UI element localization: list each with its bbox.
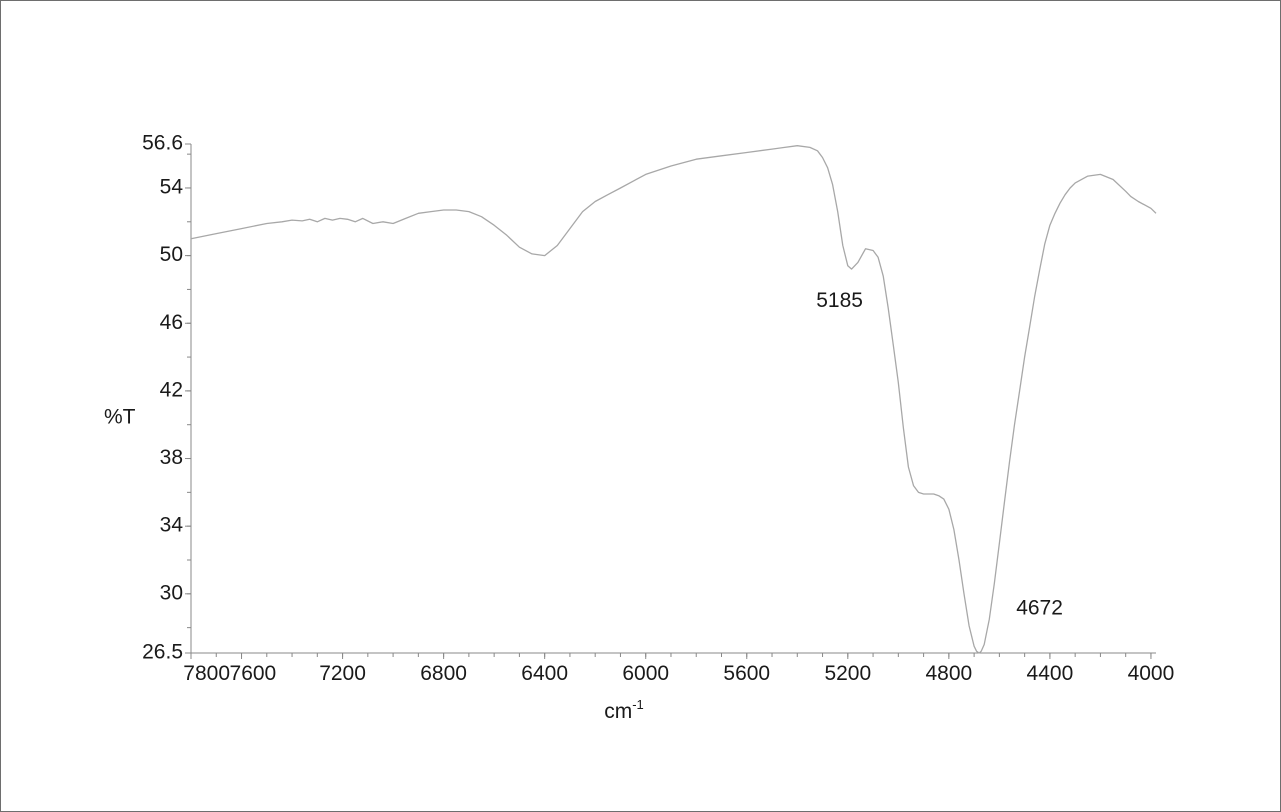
x-axis-title: cm-1 [604,697,644,723]
y-tick-label: 30 [160,581,183,604]
x-tick-label: 5200 [824,662,871,685]
x-axis-title-main: cm [604,700,632,723]
x-axis-title-superscript: -1 [632,697,644,712]
x-tick-label: 6800 [420,662,467,685]
y-axis: 56.6 54 50 46 42 38 34 30 26.5 [142,132,192,664]
y-tick-label: 56.6 [142,132,183,155]
x-tick-label: 5600 [723,662,770,685]
x-tick-label: 7600 [230,662,277,685]
x-tick-label: 4800 [925,662,972,685]
spectrum-line [190,145,1157,654]
peak-label: 5185 [816,289,863,312]
peak-label: 4672 [1016,596,1063,619]
y-tick-label: 54 [160,176,184,199]
x-tick-label: 6000 [622,662,669,685]
y-tick-label: 50 [160,243,183,266]
y-tick-label: 26.5 [142,641,183,664]
y-axis-title: %T [104,406,136,429]
y-tick-label: 42 [160,378,183,401]
y-tick-label: 34 [160,514,184,537]
x-tick-label: 6400 [521,662,568,685]
annotation-layer: 5185 4672 [816,289,1063,619]
x-tick-label: 7200 [319,662,366,685]
x-axis: 7800 7600 7200 6800 6400 6000 5600 5200 4800 4400… [183,652,1175,685]
y-tick-label: 38 [160,446,183,469]
y-tick-label: 46 [160,311,183,334]
x-tick-label: 7800 [183,662,230,685]
x-tick-label: 4000 [1128,662,1175,685]
series-layer [190,145,1157,654]
x-tick-label: 4400 [1027,662,1074,685]
